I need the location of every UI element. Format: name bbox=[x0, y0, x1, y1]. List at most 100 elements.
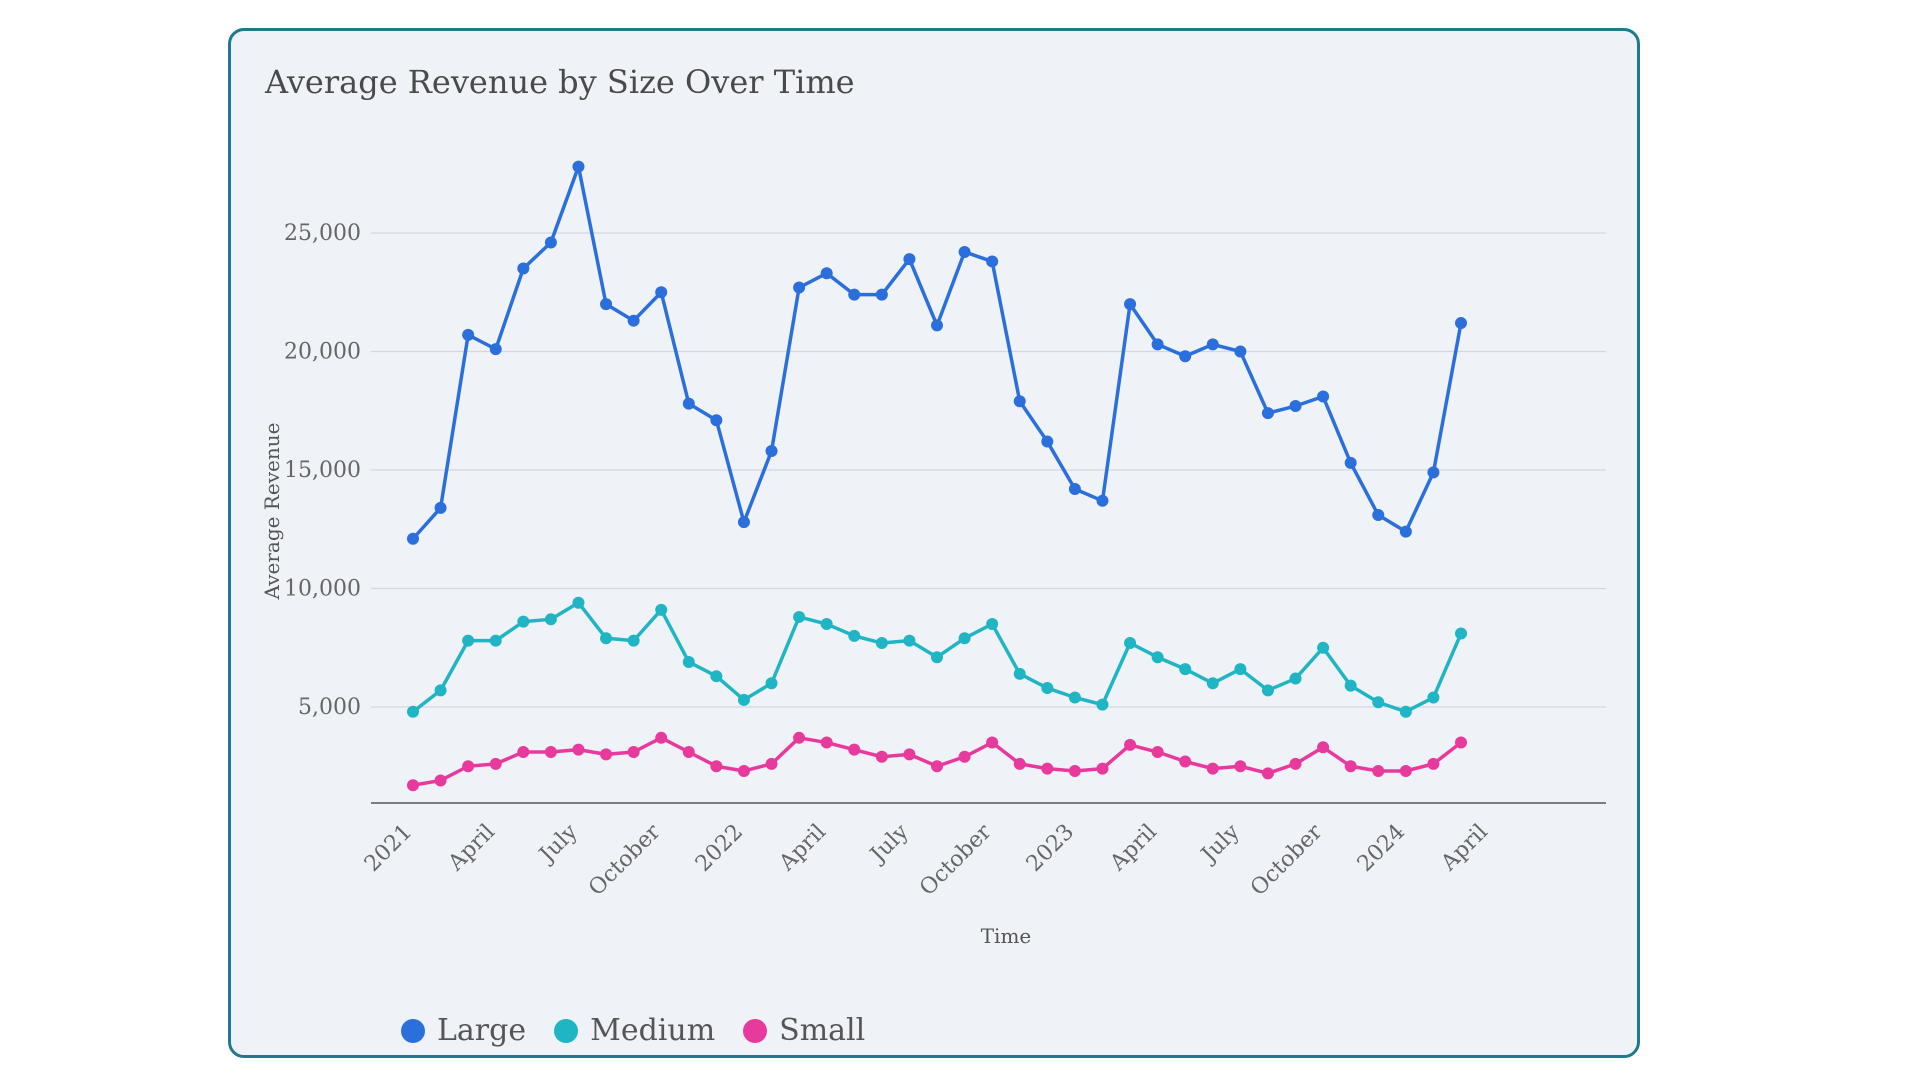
chart-card: Average Revenue by Size Over Time 5,000 1… bbox=[228, 28, 1640, 1058]
data-point-medium bbox=[1179, 663, 1192, 676]
data-point-medium bbox=[462, 634, 475, 647]
data-point-large bbox=[1096, 494, 1109, 507]
data-point-large bbox=[1344, 456, 1357, 469]
data-point-small bbox=[682, 746, 695, 759]
data-point-small bbox=[1234, 760, 1247, 773]
data-point-large bbox=[462, 328, 475, 341]
legend-item-small[interactable]: Small bbox=[743, 1013, 865, 1048]
data-point-medium bbox=[1399, 705, 1412, 718]
data-point-medium bbox=[572, 596, 585, 609]
data-point-large bbox=[903, 253, 916, 266]
data-point-large bbox=[544, 236, 557, 249]
data-point-medium bbox=[1234, 663, 1247, 676]
data-point-small bbox=[1344, 760, 1357, 773]
data-point-large bbox=[1041, 435, 1054, 448]
data-point-small bbox=[710, 760, 723, 773]
data-point-large bbox=[600, 298, 613, 311]
data-point-large bbox=[958, 245, 971, 258]
data-point-medium bbox=[848, 629, 861, 642]
data-point-large bbox=[1261, 407, 1274, 420]
data-point-medium bbox=[986, 618, 999, 631]
data-point-medium bbox=[1041, 682, 1054, 695]
data-point-small bbox=[1317, 741, 1330, 754]
x-tick-label: April bbox=[774, 820, 831, 877]
data-point-small bbox=[1068, 764, 1081, 777]
legend-swatch bbox=[401, 1018, 425, 1043]
data-point-medium bbox=[1427, 691, 1440, 704]
data-point-large bbox=[793, 281, 806, 294]
data-point-medium bbox=[1372, 696, 1385, 709]
legend-label: Medium bbox=[590, 1013, 716, 1048]
data-point-small bbox=[903, 748, 916, 761]
data-point-large bbox=[1427, 466, 1440, 479]
line-chart: 5,000 10,000 15,000 20,000 25,000 2021 April Ju… bbox=[260, 160, 1606, 948]
legend-item-large[interactable]: Large bbox=[401, 1013, 526, 1048]
x-tick-label: April bbox=[443, 820, 500, 877]
data-point-small bbox=[434, 774, 447, 787]
data-point-medium bbox=[1261, 684, 1274, 697]
data-point-large bbox=[737, 516, 750, 529]
y-tick-label: 20,000 bbox=[284, 340, 361, 365]
y-tick-label: 25,000 bbox=[284, 221, 361, 246]
data-point-large bbox=[1068, 482, 1081, 495]
chart-title: Average Revenue by Size Over Time bbox=[265, 63, 855, 101]
data-point-small bbox=[765, 757, 778, 770]
data-point-small bbox=[1096, 762, 1109, 775]
legend-label: Large bbox=[437, 1013, 527, 1048]
x-tick-label: July bbox=[534, 819, 584, 869]
data-point-large bbox=[710, 414, 723, 427]
y-tick-label: 5,000 bbox=[298, 695, 361, 720]
legend-swatch bbox=[554, 1018, 579, 1043]
data-point-large bbox=[1399, 525, 1412, 538]
data-point-large bbox=[1455, 317, 1467, 330]
y-tick-label: 15,000 bbox=[284, 458, 361, 483]
data-point-medium bbox=[1124, 637, 1137, 650]
legend-label: Small bbox=[779, 1013, 866, 1048]
data-point-medium bbox=[1068, 691, 1081, 704]
data-point-medium bbox=[1206, 677, 1219, 690]
data-point-medium bbox=[655, 603, 668, 616]
series-line-large bbox=[411, 164, 1463, 540]
data-point-medium bbox=[793, 610, 806, 623]
data-point-medium bbox=[1096, 698, 1109, 711]
data-point-small bbox=[1206, 762, 1219, 775]
data-point-large bbox=[1179, 350, 1192, 363]
data-point-medium bbox=[682, 655, 695, 668]
data-point-large bbox=[1013, 395, 1026, 408]
y-tick-label: 10,000 bbox=[284, 577, 361, 602]
data-point-medium bbox=[1344, 679, 1357, 692]
data-point-large bbox=[1372, 509, 1385, 522]
data-point-small bbox=[1261, 767, 1274, 780]
data-point-medium bbox=[517, 615, 530, 628]
data-point-small bbox=[517, 746, 530, 759]
data-point-small bbox=[1151, 746, 1164, 759]
data-point-large bbox=[572, 160, 585, 173]
data-point-large bbox=[407, 532, 419, 545]
x-tick-label: 2023 bbox=[1022, 820, 1079, 877]
data-point-medium bbox=[765, 677, 778, 690]
x-tick-label: 2021 bbox=[360, 820, 417, 877]
data-point-large bbox=[517, 262, 530, 275]
data-point-medium bbox=[931, 651, 943, 664]
x-tick-label: April bbox=[1105, 820, 1162, 877]
legend-item-medium[interactable]: Medium bbox=[554, 1013, 715, 1048]
data-point-small bbox=[572, 743, 585, 756]
data-point-medium bbox=[875, 637, 888, 650]
x-tick-label: October bbox=[915, 819, 997, 901]
x-tick-label: October bbox=[584, 819, 666, 901]
data-point-small bbox=[407, 779, 419, 792]
data-point-small bbox=[1455, 736, 1467, 749]
data-point-large bbox=[1206, 338, 1219, 351]
data-point-small bbox=[600, 748, 613, 761]
chart-legend: Large Medium Small bbox=[401, 1013, 865, 1048]
data-point-small bbox=[986, 736, 999, 749]
x-tick-label: April bbox=[1436, 820, 1493, 877]
data-point-small bbox=[793, 731, 806, 744]
y-axis-label: Average Revenue bbox=[260, 423, 284, 601]
data-point-medium bbox=[820, 618, 833, 631]
data-point-small bbox=[1124, 738, 1137, 751]
data-point-small bbox=[875, 750, 888, 763]
data-point-medium bbox=[737, 693, 750, 706]
data-point-small bbox=[655, 731, 668, 744]
data-point-large bbox=[1124, 298, 1137, 311]
